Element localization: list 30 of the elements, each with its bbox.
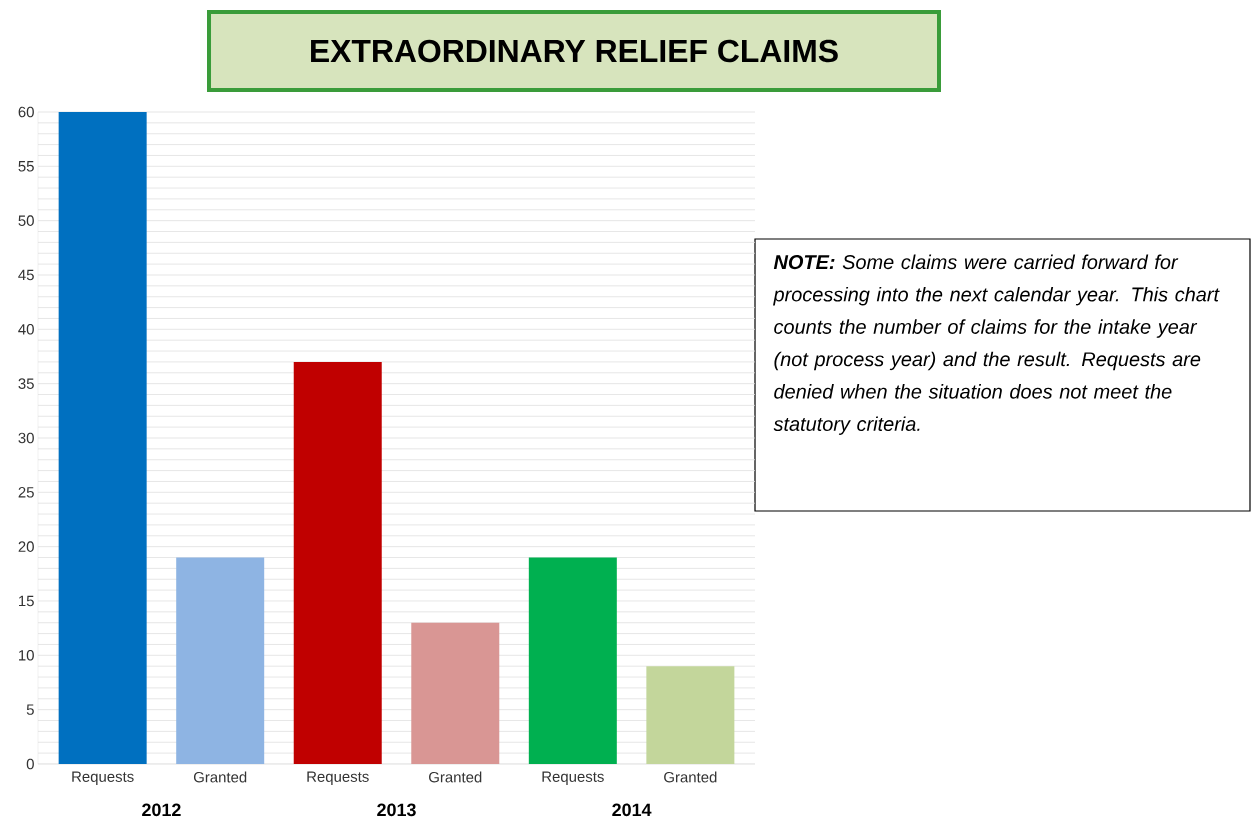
bar bbox=[176, 557, 265, 764]
bar bbox=[528, 557, 617, 764]
y-tick-label: 35 bbox=[18, 378, 34, 389]
x-tick-label: Requests bbox=[72, 771, 134, 785]
y-tick-label: 45 bbox=[18, 269, 34, 281]
y-tick-label: 55 bbox=[18, 161, 34, 172]
y-tick-label: 30 bbox=[18, 432, 34, 444]
chart-title: EXTRAORDINARY RELIEF CLAIMS bbox=[311, 39, 838, 63]
y-tick-label: 20 bbox=[18, 541, 34, 552]
bar bbox=[411, 622, 500, 764]
x-tick-label: Requests bbox=[542, 771, 604, 785]
bar bbox=[293, 361, 382, 764]
y-tick-label: 0 bbox=[26, 758, 34, 770]
y-tick-label: 60 bbox=[18, 106, 34, 118]
text: 2012 bbox=[142, 803, 181, 817]
y-tick-label: 50 bbox=[18, 215, 34, 226]
text: NOTE: Some claims were carried forward for processing into the next calendar year. This chart counts the number of claims for the intake year (not process year) and the result. Requests are denied when the situation does not meet the statutory criteria. bbox=[773, 254, 1220, 435]
y-tick-label: 5 bbox=[26, 704, 34, 715]
bar bbox=[58, 111, 147, 764]
bar bbox=[646, 666, 735, 764]
x-tick-label: Granted bbox=[429, 771, 482, 783]
x-tick-label: Granted bbox=[193, 771, 247, 783]
text: 2014 bbox=[612, 803, 652, 817]
y-tick-label: 40 bbox=[18, 324, 34, 335]
x-tick-label: Requests bbox=[307, 771, 369, 785]
x-tick-label: Granted bbox=[664, 771, 717, 783]
y-tick-label: 15 bbox=[19, 595, 34, 607]
y-tick-label: 10 bbox=[19, 650, 34, 661]
text: 2013 bbox=[377, 803, 416, 817]
y-tick-label: 25 bbox=[18, 487, 34, 498]
